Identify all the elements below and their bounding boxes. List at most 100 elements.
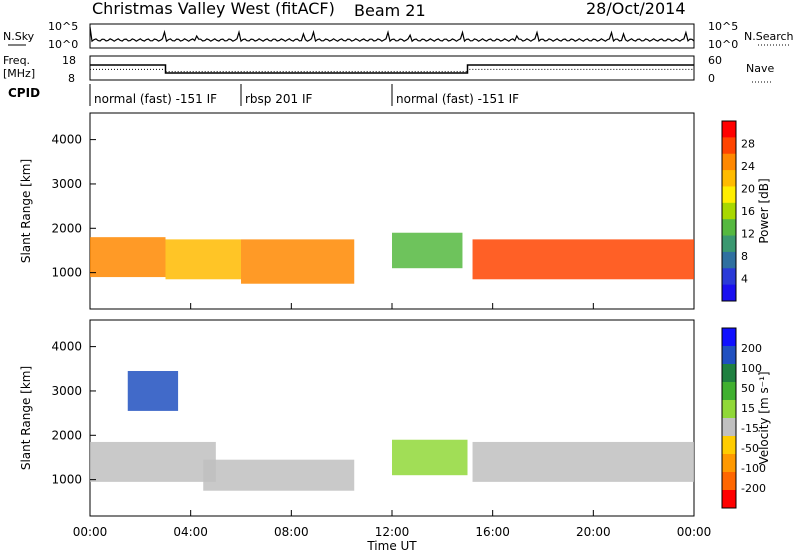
y-tick-label: 2000 <box>51 221 82 235</box>
data-band <box>472 441 694 482</box>
data-band <box>90 237 166 278</box>
freq-label-line2: [MHz] <box>3 67 35 80</box>
nsearch-tick-top: 10^5 <box>708 20 738 33</box>
colorbar-swatch <box>722 251 736 269</box>
colorbar-tick-label: -200 <box>741 482 766 495</box>
y-tick-label: 1000 <box>51 266 82 280</box>
colorbar-tick-label: 28 <box>741 138 755 151</box>
data-band <box>392 232 463 269</box>
x-tick-label: 16:00 <box>475 525 510 539</box>
nsearch-label: N.Search <box>744 30 794 43</box>
colorbar-swatch <box>722 490 736 509</box>
colorbar-swatch <box>722 328 736 347</box>
data-band <box>472 239 694 280</box>
freq-tick-bottom: 8 <box>68 72 75 85</box>
nave-label: Nave <box>746 62 774 75</box>
colorbar-swatch <box>722 436 736 455</box>
data-band <box>165 239 241 280</box>
colorbar-swatch <box>722 153 736 171</box>
y-tick-label: 4000 <box>51 133 82 147</box>
colorbar-swatch <box>722 202 736 220</box>
nsky-tick-bottom: 10^0 <box>48 38 78 51</box>
colorbar-tick-label: 8 <box>741 250 748 263</box>
cpid-segment-label: rbsp 201 IF <box>245 92 312 106</box>
velocity-panel-frame <box>89 319 695 517</box>
colorbar-frame <box>721 120 737 302</box>
colorbar-tick-label: 24 <box>741 160 755 173</box>
colorbar-tick-label: 20 <box>741 183 755 196</box>
x-axis-ticks: 00:00 04:00 08:00 12:00 16:00 20:00 00:00 <box>73 303 712 539</box>
velocity-colorbar-label: Velocity [m s⁻¹] <box>757 371 771 464</box>
y-tick-label: 3000 <box>51 177 82 191</box>
cpid-segment-label: normal (fast) -151 IF <box>396 92 519 106</box>
colorbar-swatch <box>722 364 736 383</box>
station-title: Christmas Valley West (fitACF) <box>92 0 335 18</box>
x-tick-label: 00:00 <box>677 525 712 539</box>
colorbar-swatch <box>722 137 736 155</box>
y-tick-label: 3000 <box>51 384 82 398</box>
nsky-series-line <box>89 26 695 43</box>
x-tick-label: 00:00 <box>73 525 108 539</box>
power-colorbar-label: Power [dB] <box>757 178 771 243</box>
power-yticks: 4000 3000 2000 1000 <box>51 133 96 280</box>
velocity-colorbar: 200 100 50 15 -15 -50 -100 -200 <box>721 327 766 509</box>
colorbar-tick-label: -50 <box>741 442 759 455</box>
x-tick-label: 20:00 <box>576 525 611 539</box>
data-band <box>203 459 355 491</box>
power-ylabel: Slant Range [km] <box>19 159 33 263</box>
colorbar-tick-label: 15 <box>741 402 755 415</box>
data-band <box>241 239 355 284</box>
colorbar-swatch <box>722 346 736 365</box>
cpid-row: normal (fast) -151 IF rbsp 201 IF normal (… <box>89 84 519 106</box>
freq-tick-top: 18 <box>62 54 76 67</box>
nave-tick-top: 60 <box>708 54 722 67</box>
beam-label: Beam 21 <box>354 1 426 20</box>
data-band <box>392 439 468 476</box>
colorbar-tick-label: 200 <box>741 342 762 355</box>
nave-tick-bottom: 0 <box>708 72 715 85</box>
velocity-yticks: 4000 3000 2000 1000 <box>51 340 96 487</box>
y-tick-label: 4000 <box>51 340 82 354</box>
x-tick-label: 12:00 <box>375 525 410 539</box>
colorbar-swatch <box>722 284 736 302</box>
colorbar-swatch <box>722 170 736 187</box>
freq-label-line1: Freq. <box>3 54 30 67</box>
colorbar-swatch <box>722 235 736 253</box>
colorbar-swatch <box>722 268 736 286</box>
colorbar-swatch <box>722 219 736 237</box>
nsearch-tick-bottom: 10^0 <box>708 38 738 51</box>
x-axis-label: Time UT <box>366 539 417 553</box>
colorbar-tick-label: 50 <box>741 382 755 395</box>
colorbar-tick-label: -100 <box>741 462 766 475</box>
nsky-trace <box>89 26 695 43</box>
freq-panel-frame <box>89 55 695 81</box>
nave-series-line <box>90 68 694 73</box>
power-data <box>90 232 694 284</box>
nsky-tick-top: 10^5 <box>48 20 78 33</box>
x-tick-label: 04:00 <box>173 525 208 539</box>
x-tick-label: 08:00 <box>274 525 309 539</box>
colorbar-swatch <box>722 472 736 491</box>
velocity-data <box>90 370 694 491</box>
colorbar-swatch <box>722 382 736 401</box>
colorbar-tick-label: 4 <box>741 273 748 286</box>
colorbar-swatch <box>722 418 736 437</box>
freq-series-line <box>90 64 694 74</box>
colorbar-swatch <box>722 186 736 204</box>
cpid-label: CPID <box>8 86 40 100</box>
y-tick-label: 2000 <box>51 428 82 442</box>
power-colorbar: 28 24 20 16 12 8 4 <box>721 120 755 302</box>
nsky-panel-frame <box>89 23 695 49</box>
colorbar-frame <box>721 327 737 509</box>
nsky-label: N.Sky <box>3 30 35 43</box>
colorbar-swatch <box>722 454 736 473</box>
colorbar-tick-label: -15 <box>741 422 759 435</box>
data-band <box>127 370 179 411</box>
power-panel-frame <box>89 112 695 310</box>
y-tick-label: 1000 <box>51 473 82 487</box>
colorbar-tick-label: 16 <box>741 205 755 218</box>
colorbar-swatch <box>722 400 736 419</box>
velocity-ylabel: Slant Range [km] <box>19 366 33 470</box>
data-band <box>90 441 216 482</box>
